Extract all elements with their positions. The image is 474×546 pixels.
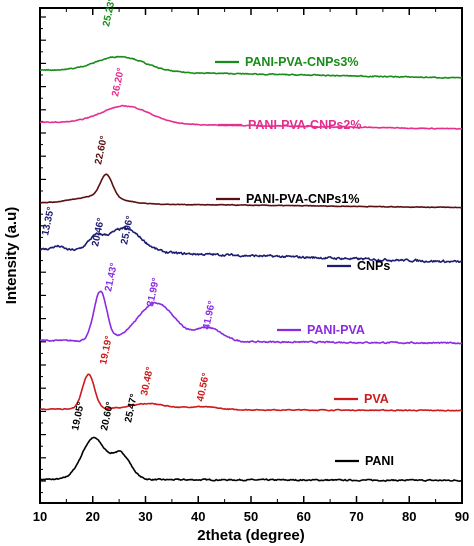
- legend-label: PANI: [365, 454, 394, 468]
- x-axis-ticks: 10 20 30 40 50 60 70 80 90: [33, 8, 469, 524]
- peak-label: 25.47°: [123, 393, 140, 424]
- legend-label: PANI-PVA-CNPs3%: [245, 55, 358, 69]
- peak-label: 26.20°: [110, 67, 127, 98]
- legend-label: PANI-PVA-CNPs1%: [246, 192, 359, 206]
- peak-label: 41.96°: [201, 300, 218, 331]
- x-tick-label: 30: [138, 509, 152, 524]
- series-line-6: [39, 104, 463, 130]
- series-line-1: [39, 436, 463, 483]
- x-tick-label: 90: [455, 509, 469, 524]
- x-tick-label: 10: [33, 509, 47, 524]
- peak-label: 19.05°: [70, 401, 87, 432]
- y-axis-title: Intensity (a.u): [3, 207, 20, 305]
- peak-label: 21.43°: [103, 262, 120, 293]
- peak-label: 19.19°: [98, 335, 115, 366]
- x-tick-label: 20: [86, 509, 100, 524]
- series-line-7: [39, 55, 463, 80]
- peak-label: 20.46°: [90, 217, 107, 248]
- peak-label: 25.96°: [119, 215, 136, 246]
- series-line-2: [39, 373, 463, 412]
- peak-label: 13.35°: [40, 206, 57, 237]
- series-line-4: [39, 226, 463, 264]
- legend-label: PVA: [364, 392, 389, 406]
- peak-labels-layer: 19.05° 20.60° 25.47°19.19°30.48° 40.56°21.4…: [40, 0, 218, 432]
- legend-layer: PANI PVA PANI-PVA CNPs PANI-PVA-CNPs1% PANI-P…: [215, 55, 394, 468]
- legend-label: PANI-PVA-CNPs2%: [248, 118, 361, 132]
- x-axis-title: 2theta (degree): [197, 527, 305, 544]
- x-tick-label: 80: [402, 509, 416, 524]
- peak-label: 22.60°: [93, 135, 110, 166]
- x-tick-label: 40: [191, 509, 205, 524]
- peak-label: 25.23°: [101, 0, 118, 28]
- x-tick-label: 60: [297, 509, 311, 524]
- x-tick-label: 70: [349, 509, 363, 524]
- x-tick-label: 50: [244, 509, 258, 524]
- series-layer: [39, 55, 463, 483]
- legend-label: CNPs: [357, 259, 390, 273]
- series-line-3: [39, 290, 463, 345]
- peak-label: 30.48°: [139, 366, 156, 397]
- peak-label: 40.56°: [195, 372, 212, 403]
- series-line-5: [39, 173, 463, 209]
- legend-label: PANI-PVA: [307, 323, 365, 337]
